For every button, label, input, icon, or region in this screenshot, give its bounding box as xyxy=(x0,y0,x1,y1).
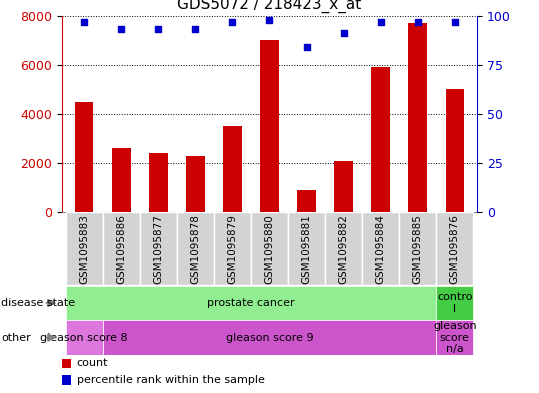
Bar xyxy=(260,40,279,212)
Bar xyxy=(436,212,473,285)
Point xyxy=(340,30,348,37)
Bar xyxy=(223,126,241,212)
Bar xyxy=(62,375,71,385)
Bar xyxy=(436,286,473,320)
Text: gleason
score
n/a: gleason score n/a xyxy=(433,321,476,354)
Text: GSM1095880: GSM1095880 xyxy=(265,215,274,284)
Point xyxy=(265,17,274,23)
Text: gleason score 9: gleason score 9 xyxy=(226,332,313,343)
Text: GSM1095885: GSM1095885 xyxy=(413,215,423,284)
Point xyxy=(228,18,237,25)
Bar xyxy=(186,156,205,212)
Bar xyxy=(214,212,251,285)
Point xyxy=(191,26,199,33)
Point xyxy=(451,18,459,25)
Bar xyxy=(371,67,390,212)
Text: prostate cancer: prostate cancer xyxy=(207,298,295,308)
Bar xyxy=(436,320,473,355)
Bar xyxy=(112,148,130,212)
Point xyxy=(302,44,311,50)
Bar xyxy=(66,320,103,355)
Point xyxy=(154,26,163,33)
Bar xyxy=(362,212,399,285)
Bar xyxy=(334,161,353,212)
Bar xyxy=(103,212,140,285)
Point xyxy=(117,26,126,33)
Point xyxy=(413,18,422,25)
Bar xyxy=(325,212,362,285)
Point xyxy=(376,18,385,25)
Bar xyxy=(399,212,436,285)
Bar xyxy=(66,212,103,285)
Point xyxy=(80,18,88,25)
Bar xyxy=(409,23,427,212)
Text: GSM1095884: GSM1095884 xyxy=(376,215,386,284)
Bar xyxy=(149,153,168,212)
Text: count: count xyxy=(77,358,108,368)
Bar xyxy=(75,102,93,212)
Bar xyxy=(288,212,325,285)
Text: GSM1095883: GSM1095883 xyxy=(79,215,89,284)
Text: GSM1095881: GSM1095881 xyxy=(301,215,312,284)
Text: GSM1095877: GSM1095877 xyxy=(153,215,163,284)
Bar xyxy=(103,320,436,355)
Bar xyxy=(66,286,436,320)
Bar xyxy=(251,212,288,285)
Bar xyxy=(298,190,316,212)
Text: GSM1095878: GSM1095878 xyxy=(190,215,201,284)
Bar xyxy=(446,90,464,212)
Text: gleason score 8: gleason score 8 xyxy=(40,332,128,343)
Title: GDS5072 / 218423_x_at: GDS5072 / 218423_x_at xyxy=(177,0,362,13)
Bar xyxy=(177,212,214,285)
Bar xyxy=(140,212,177,285)
Text: disease state: disease state xyxy=(1,298,75,308)
Text: percentile rank within the sample: percentile rank within the sample xyxy=(77,375,265,385)
Bar xyxy=(62,359,71,368)
Text: GSM1095879: GSM1095879 xyxy=(227,215,238,284)
Text: GSM1095876: GSM1095876 xyxy=(450,215,460,284)
Text: GSM1095882: GSM1095882 xyxy=(338,215,349,284)
Text: other: other xyxy=(1,332,31,343)
Text: contro
l: contro l xyxy=(437,292,473,314)
Text: GSM1095886: GSM1095886 xyxy=(116,215,126,284)
